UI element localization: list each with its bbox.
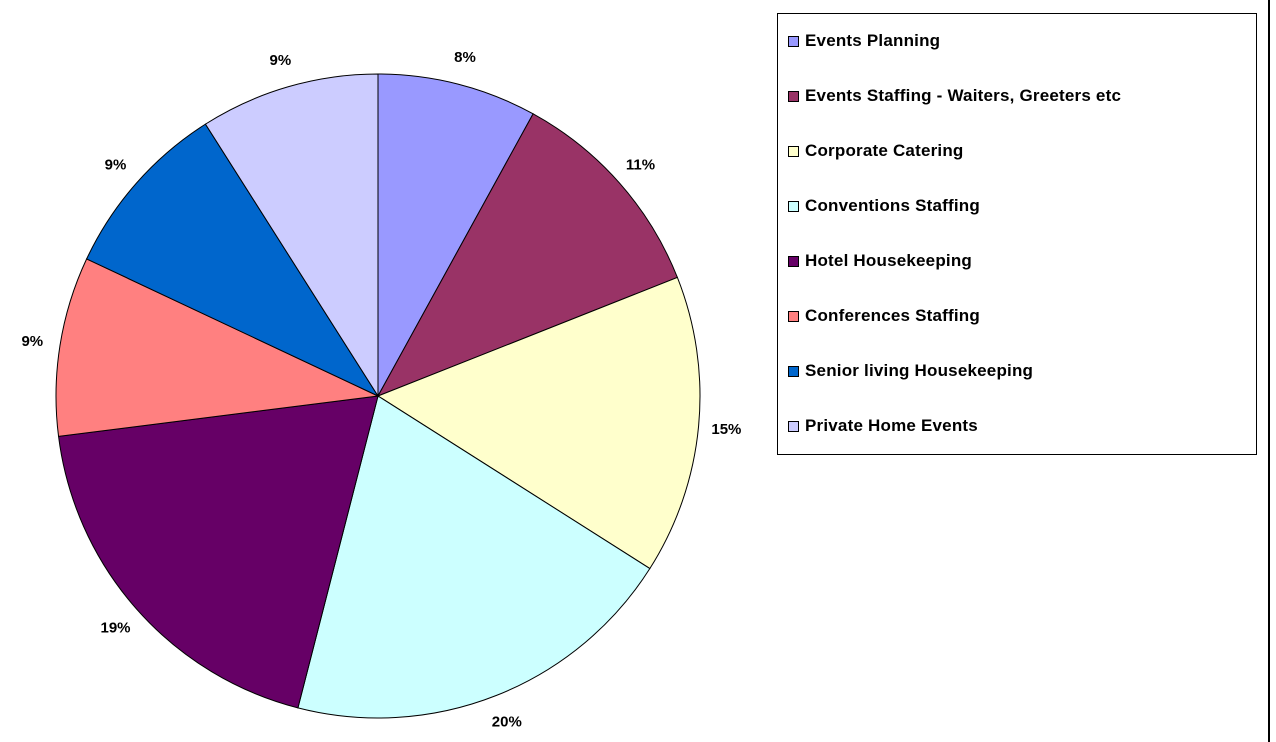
legend-item-1: Events Planning [788,31,940,51]
legend: Events Planning Events Staffing - Waiters… [777,13,1257,455]
legend-item-4: Conventions Staffing [788,196,980,216]
legend-swatch-6 [788,310,799,322]
pie-slice-1 [377,73,534,397]
pie-slice-6 [55,258,380,437]
slice-label-5: 19% [100,620,130,637]
legend-item-3: Corporate Catering [788,141,964,161]
legend-label-2: Events Staffing - Waiters, Greeters etc [805,86,1122,105]
legend-item-8: Private Home Events [788,416,978,436]
pie-slice-4 [297,395,651,719]
slice-label-7: 9% [105,157,127,174]
legend-swatch-7 [788,365,799,377]
legend-item-7: Senior living Housekeeping [788,361,1033,381]
legend-label-8: Private Home Events [805,416,978,435]
pie-slice-8 [204,73,379,398]
legend-label-4: Conventions Staffing [805,196,980,215]
legend-label-7: Senior living Housekeeping [805,361,1034,380]
slice-label-3: 15% [711,421,741,438]
legend-swatch-1 [788,35,799,47]
pie-plot: 8% 11% 15% 20% 19% 9% 9% 9% [21,49,741,730]
slice-label-6: 9% [21,333,43,350]
slice-label-4: 20% [492,713,522,730]
frame-edge [1268,0,1270,742]
slice-label-1: 8% [454,49,476,66]
legend-swatch-8 [788,420,799,432]
legend-label-5: Hotel Housekeeping [805,251,973,270]
legend-swatch-2 [788,90,799,102]
slice-label-8: 9% [270,52,292,69]
slice-label-2: 11% [626,157,655,174]
legend-item-6: Conferences Staffing [788,306,980,326]
legend-swatch-4 [788,200,799,212]
legend-swatch-3 [788,145,799,157]
pie-slice-2 [376,113,679,397]
legend-swatch-5 [788,255,799,267]
pie-slice-5 [57,395,379,709]
legend-label-6: Conferences Staffing [805,306,980,325]
pie-slice-3 [376,276,701,570]
legend-item-2: Events Staffing - Waiters, Greeters etc [788,86,1121,106]
legend-label-3: Corporate Catering [805,141,964,160]
pie-slice-7 [85,123,380,398]
legend-label-1: Events Planning [805,31,941,50]
legend-item-5: Hotel Housekeeping [788,251,972,271]
